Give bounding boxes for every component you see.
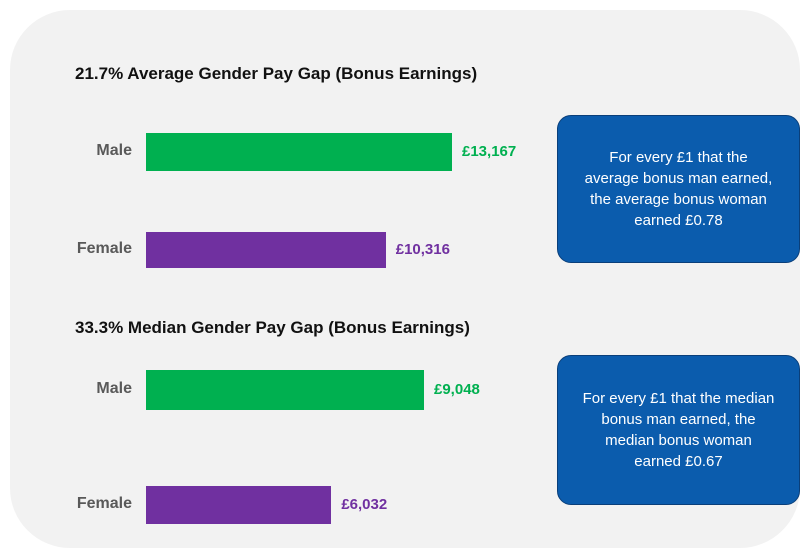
bar — [146, 232, 386, 268]
category-label: Male — [96, 142, 132, 159]
bar — [146, 370, 424, 410]
bar — [146, 133, 452, 171]
chart-title: 33.3% Median Gender Pay Gap (Bonus Earni… — [75, 318, 470, 337]
chart-title: 21.7% Average Gender Pay Gap (Bonus Earn… — [75, 64, 478, 83]
category-label: Female — [76, 240, 132, 257]
callout-box: For every £1 that the median bonus man e… — [557, 355, 800, 505]
value-label: £13,167 — [462, 143, 517, 160]
category-label: Male — [96, 380, 132, 397]
value-label: £6,032 — [341, 496, 388, 513]
value-label: £9,048 — [434, 381, 480, 398]
bar — [146, 486, 332, 524]
callout-box: For every £1 that the average bonus man … — [557, 115, 800, 263]
value-label: £10,316 — [395, 241, 450, 258]
category-label: Female — [76, 495, 132, 512]
